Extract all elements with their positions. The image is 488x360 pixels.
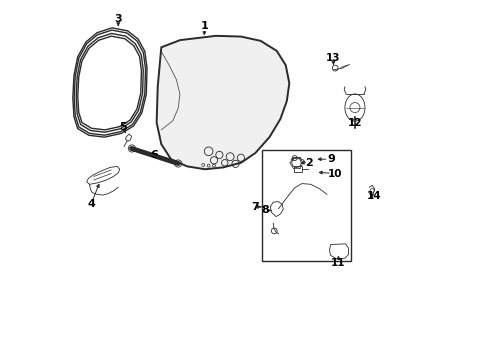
Text: 2: 2 — [305, 158, 312, 168]
Text: 1: 1 — [200, 21, 208, 31]
Polygon shape — [156, 36, 289, 169]
Text: 14: 14 — [366, 191, 381, 201]
Text: 13: 13 — [325, 53, 340, 63]
Text: 11: 11 — [330, 258, 345, 268]
Text: 9: 9 — [326, 154, 335, 164]
Text: 12: 12 — [347, 118, 362, 128]
Text: 7: 7 — [251, 202, 259, 212]
Text: 4: 4 — [87, 199, 95, 210]
Text: 6: 6 — [150, 150, 158, 160]
Bar — [261, 149, 350, 261]
Text: 8: 8 — [261, 206, 268, 216]
Text: 10: 10 — [327, 168, 342, 179]
Text: 5: 5 — [119, 122, 127, 132]
Text: 3: 3 — [114, 14, 122, 24]
Bar — [293, 166, 301, 172]
